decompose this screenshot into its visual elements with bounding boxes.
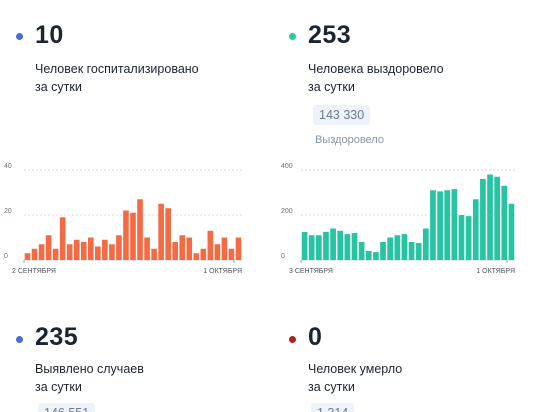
bar [179,235,186,260]
bar [387,237,394,260]
bar [394,235,401,260]
x-end-label: 1 ОКТЯБРЯ [203,268,242,275]
bar [151,248,157,260]
hospitalized-bar-chart: 0 20 40 2 СЕНТЯБРЯ 1 ОКТЯБРЯ [4,163,242,275]
bar [123,210,129,260]
bar [137,199,143,260]
bar [330,228,336,260]
bar [87,237,94,260]
bullet-dot [289,336,296,343]
bar [102,239,108,260]
stat-value: 235 [35,323,79,351]
total-badge: 1 314 [311,403,355,412]
stat-label: Человек госпитализировано [35,62,199,76]
stat-value: 253 [308,21,352,49]
bar [472,199,479,260]
x-start-label: 3 СЕНТЯБРЯ [289,268,333,275]
y-tick-label: 20 [4,208,12,215]
bar [228,248,235,260]
bar [351,233,358,260]
y-tick-label: 40 [4,163,12,170]
y-tick-label: 0 [4,253,8,260]
y-tick-label: 400 [281,163,293,170]
bullet-dot [16,336,23,343]
x-end-label: 1 ОКТЯБРЯ [476,268,515,275]
bar [358,242,365,260]
total-label: Выздоровело [315,134,384,146]
bar [437,191,443,260]
y-tick-label: 0 [281,253,285,260]
bar [165,208,171,260]
bar [337,230,344,260]
bar [444,190,451,260]
bar [344,234,351,260]
bar [144,237,150,260]
bar [59,217,66,260]
bullet-dot [16,33,23,40]
bar [494,176,501,260]
bar [221,237,228,260]
bar [24,253,31,260]
bar [186,237,193,260]
stat-value: 10 [35,21,64,49]
bar [207,230,214,260]
stat-label: Выявлено случаев [35,362,144,376]
bar [73,239,80,260]
bar [109,244,115,260]
bar [323,231,329,260]
bar [130,212,136,260]
bar [422,228,429,260]
bar [158,203,164,260]
bar [458,215,465,260]
stat-sublabel: за сутки [35,80,82,94]
bar [200,248,207,260]
stat-sublabel: за сутки [308,380,355,394]
stat-sublabel: за сутки [308,80,355,94]
x-start-label: 2 СЕНТЯБРЯ [12,268,56,275]
recovered-bar-chart: 0 200 400 3 СЕНТЯБРЯ 1 ОКТЯБРЯ [281,163,515,275]
bar [301,231,308,260]
stat-value: 0 [308,323,323,351]
bar [308,235,315,260]
bar [193,253,200,260]
stat-sublabel: за сутки [35,380,82,394]
bar [401,234,408,260]
bar [480,179,486,260]
bar [365,251,372,260]
bar [116,235,122,260]
bar [95,246,101,260]
bar [80,242,87,260]
bar [487,174,493,260]
bar [380,242,386,260]
bar [451,189,458,260]
bar [465,216,472,260]
bar [235,237,242,260]
bar [508,203,515,260]
bar [501,185,508,260]
total-badge: 143 330 [313,105,371,125]
y-tick-label: 200 [281,208,293,215]
bar [45,235,52,260]
bar [214,244,221,260]
bar [373,252,379,260]
bullet-dot [289,33,296,40]
bar [430,190,436,260]
bar [52,248,59,260]
bar [408,242,415,260]
bar [31,248,38,260]
bar [66,244,73,260]
stat-label: Человека выздоровело [308,62,444,76]
bar [315,235,322,260]
stat-label: Человек умерло [308,362,403,376]
total-badge: 146 551 [38,403,96,412]
bar [38,244,45,260]
bar [415,243,422,260]
bar [172,242,179,260]
